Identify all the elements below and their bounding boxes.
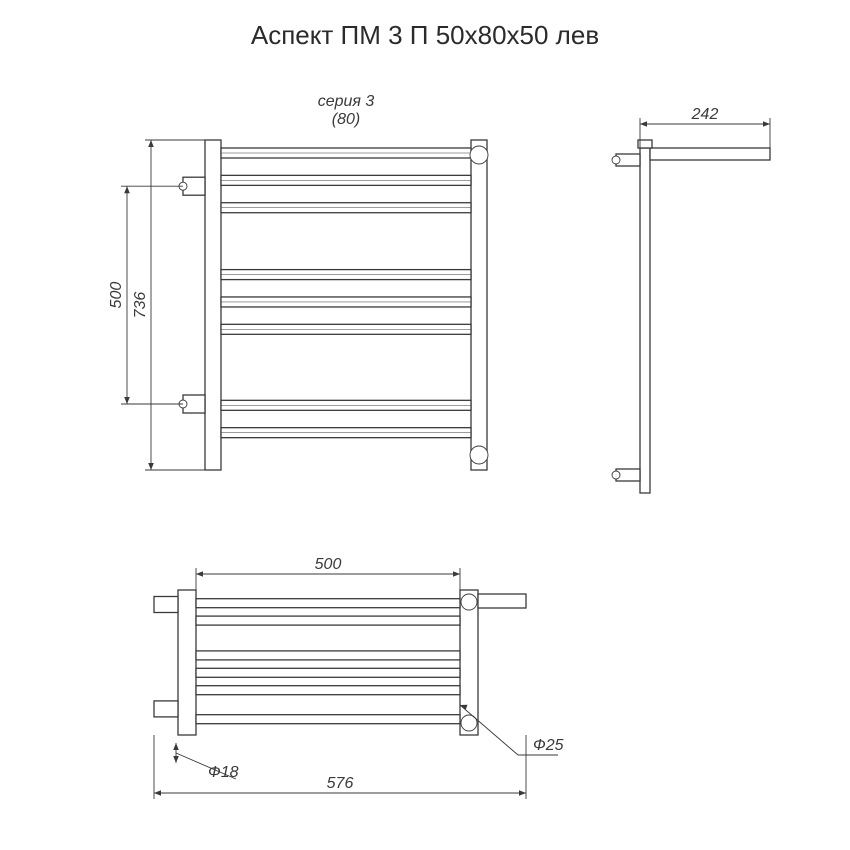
svg-text:Ф25: Ф25 [533, 737, 564, 754]
svg-text:500: 500 [315, 556, 342, 573]
page-title: Аспект ПМ 3 П 50x80x50 лев [0, 20, 850, 51]
svg-text:736: 736 [132, 292, 149, 319]
svg-text:576: 576 [327, 775, 354, 792]
svg-text:242: 242 [691, 106, 719, 123]
svg-text:500: 500 [108, 282, 125, 309]
svg-text:Ф18: Ф18 [208, 764, 239, 781]
svg-text:серия 3: серия 3 [318, 93, 375, 110]
technical-drawing: серия 3(80) 500 736 242 500 576 Ф25 Ф18 [0, 0, 850, 850]
svg-text:(80): (80) [332, 111, 360, 128]
